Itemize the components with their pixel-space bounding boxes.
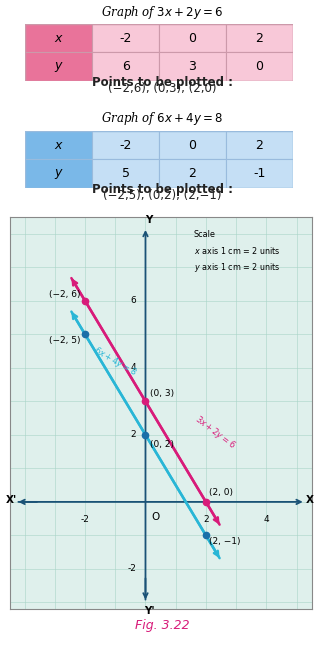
Text: 2: 2: [203, 515, 209, 524]
Text: Scale
$x$ axis 1 cm = 2 units
$y$ axis 1 cm = 2 units: Scale $x$ axis 1 cm = 2 units $y$ axis 1…: [194, 231, 280, 274]
Text: 2: 2: [131, 430, 136, 439]
Text: (−2,5), (0,2), (2,−1): (−2,5), (0,2), (2,−1): [103, 189, 221, 202]
Text: (0, 3): (0, 3): [150, 389, 174, 398]
Text: $y$: $y$: [54, 167, 64, 181]
FancyBboxPatch shape: [25, 159, 92, 188]
Text: (2, −1): (2, −1): [209, 537, 240, 546]
FancyBboxPatch shape: [92, 52, 159, 81]
Text: 4: 4: [264, 515, 269, 524]
FancyBboxPatch shape: [226, 52, 293, 81]
Text: -2: -2: [81, 515, 89, 524]
FancyBboxPatch shape: [92, 159, 159, 188]
Text: Y: Y: [145, 215, 153, 226]
FancyBboxPatch shape: [25, 52, 92, 81]
Text: Points to be plotted :: Points to be plotted :: [92, 183, 233, 196]
Text: 6: 6: [131, 296, 136, 305]
Text: $x$: $x$: [54, 32, 64, 45]
Text: -2: -2: [120, 32, 132, 45]
Text: Graph of $3x + 2y = 6$: Graph of $3x + 2y = 6$: [101, 5, 224, 21]
Text: 0: 0: [255, 60, 263, 73]
FancyBboxPatch shape: [159, 24, 226, 52]
Text: (2, 0): (2, 0): [209, 488, 233, 497]
FancyBboxPatch shape: [25, 131, 92, 159]
FancyBboxPatch shape: [159, 159, 226, 188]
Text: X: X: [306, 495, 314, 505]
FancyBboxPatch shape: [226, 24, 293, 52]
Text: $3x +2y = 6$: $3x +2y = 6$: [192, 413, 238, 452]
Text: $y$: $y$: [54, 60, 64, 74]
Text: $6x +4y = 8$: $6x +4y = 8$: [91, 343, 139, 378]
Text: Y': Y': [144, 606, 155, 616]
FancyBboxPatch shape: [159, 52, 226, 81]
FancyBboxPatch shape: [159, 131, 226, 159]
Text: X': X': [5, 495, 17, 505]
Text: Points to be plotted :: Points to be plotted :: [92, 76, 233, 89]
Text: 0: 0: [188, 32, 197, 45]
FancyBboxPatch shape: [25, 24, 92, 52]
Text: 3: 3: [189, 60, 196, 73]
FancyBboxPatch shape: [92, 24, 159, 52]
Text: -1: -1: [253, 167, 265, 180]
Text: Fig. 3.22: Fig. 3.22: [135, 619, 190, 632]
Text: -2: -2: [128, 564, 136, 573]
FancyBboxPatch shape: [226, 131, 293, 159]
Text: 6: 6: [122, 60, 129, 73]
Text: 2: 2: [189, 167, 196, 180]
Text: (0, 2): (0, 2): [150, 440, 174, 449]
Text: 4: 4: [131, 364, 136, 373]
Text: Graph of $6x + 4y = 8$: Graph of $6x + 4y = 8$: [101, 110, 223, 128]
Text: (−2,6), (0,3), (2,0): (−2,6), (0,3), (2,0): [108, 82, 217, 95]
Text: 0: 0: [188, 139, 197, 152]
Text: 2: 2: [255, 139, 263, 152]
Text: O: O: [151, 512, 159, 522]
Text: 2: 2: [255, 32, 263, 45]
FancyBboxPatch shape: [226, 159, 293, 188]
Text: -2: -2: [120, 139, 132, 152]
Text: $x$: $x$: [54, 139, 64, 152]
Text: (−2, 5): (−2, 5): [49, 336, 80, 345]
FancyBboxPatch shape: [92, 131, 159, 159]
Text: 5: 5: [121, 167, 130, 180]
Text: (−2, 6): (−2, 6): [49, 290, 80, 299]
